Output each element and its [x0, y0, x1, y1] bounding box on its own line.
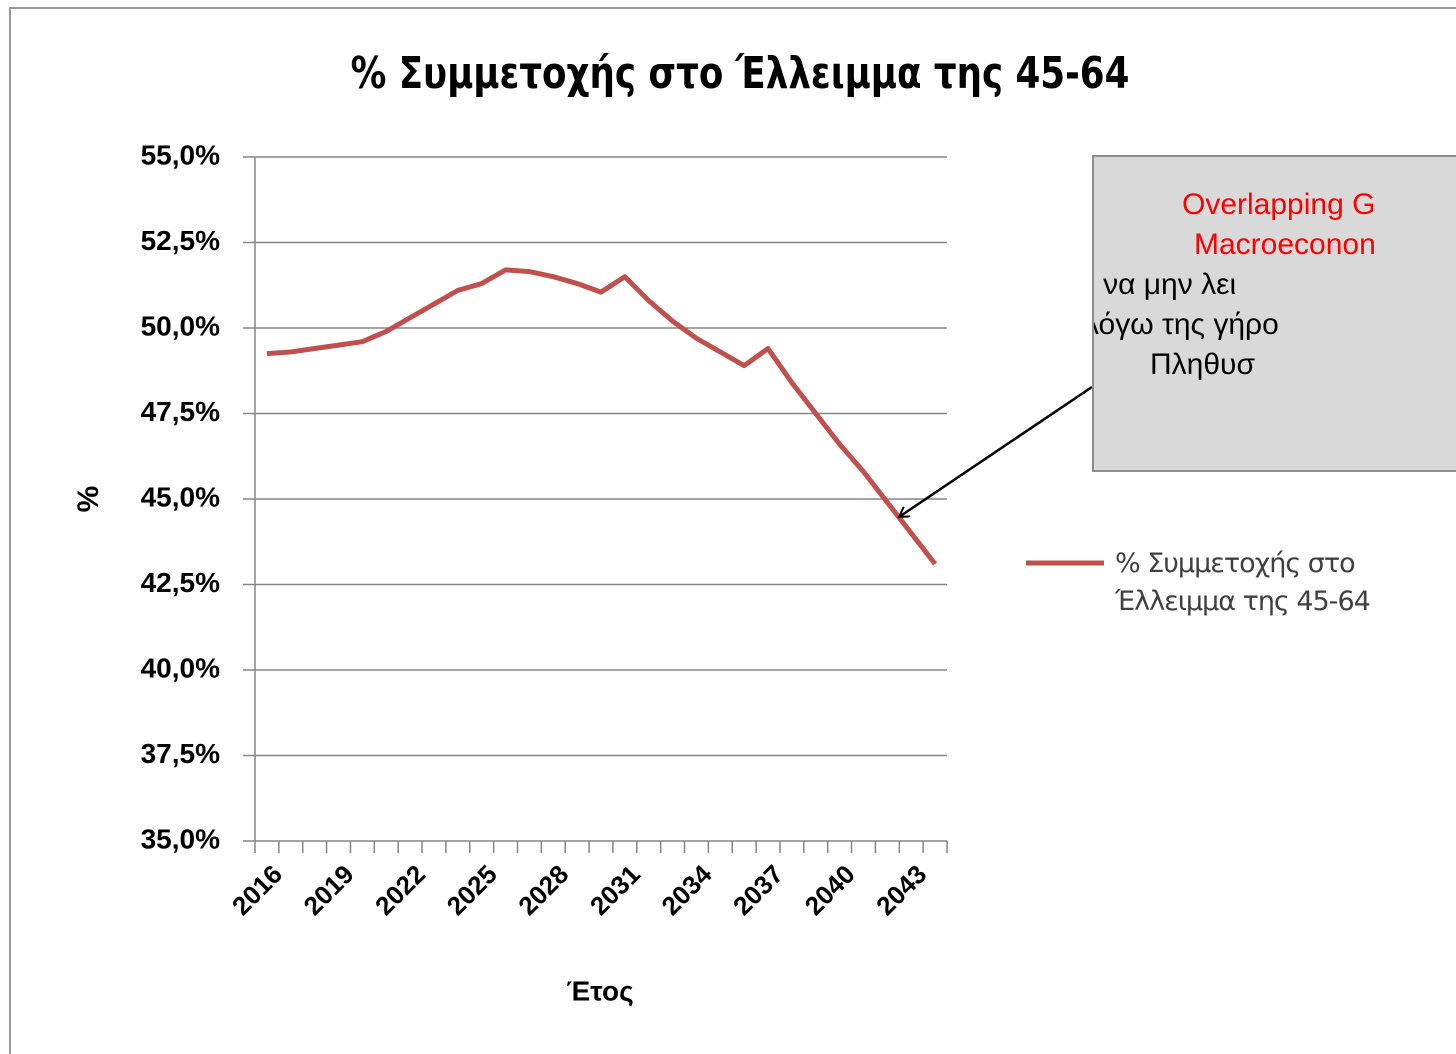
y-tick-label: 52,5% — [141, 225, 220, 256]
annotation-line: Macroeconon — [1194, 228, 1376, 261]
data-line — [266, 267, 938, 566]
y-tick-label: 45,0% — [141, 481, 220, 512]
legend: % Συμμετοχής στο Έλλειμμα της 45-64 — [1115, 548, 1371, 617]
annotation-line: Πληθυσ — [1150, 348, 1255, 381]
chart-title: % Συμμετοχής στο Έλλειμμα της 45-64 — [351, 47, 1130, 99]
annotation-box: Overlapping G Macroeconon Αρχίζει να μην λ… — [1092, 155, 1456, 472]
y-tick-label: 42,5% — [141, 567, 220, 598]
annotation-arrow — [899, 385, 1093, 517]
annotation-line: Αρχίζει να μην λει — [1094, 268, 1237, 301]
x-axis-label: Έτος — [566, 975, 633, 1006]
annotation-line: Overlapping G — [1182, 188, 1376, 221]
y-tick-label: 55,0% — [141, 139, 220, 170]
y-tick-label: 50,0% — [141, 310, 220, 341]
y-tick-label: 35,0% — [141, 823, 220, 854]
y-tick-label: 40,0% — [141, 652, 220, 683]
y-tick-label: 37,5% — [141, 738, 220, 769]
y-tick-label: 47,5% — [141, 396, 220, 427]
annotation-line: λόγω της γήρο — [1092, 308, 1279, 341]
y-axis-label: % — [72, 486, 105, 513]
